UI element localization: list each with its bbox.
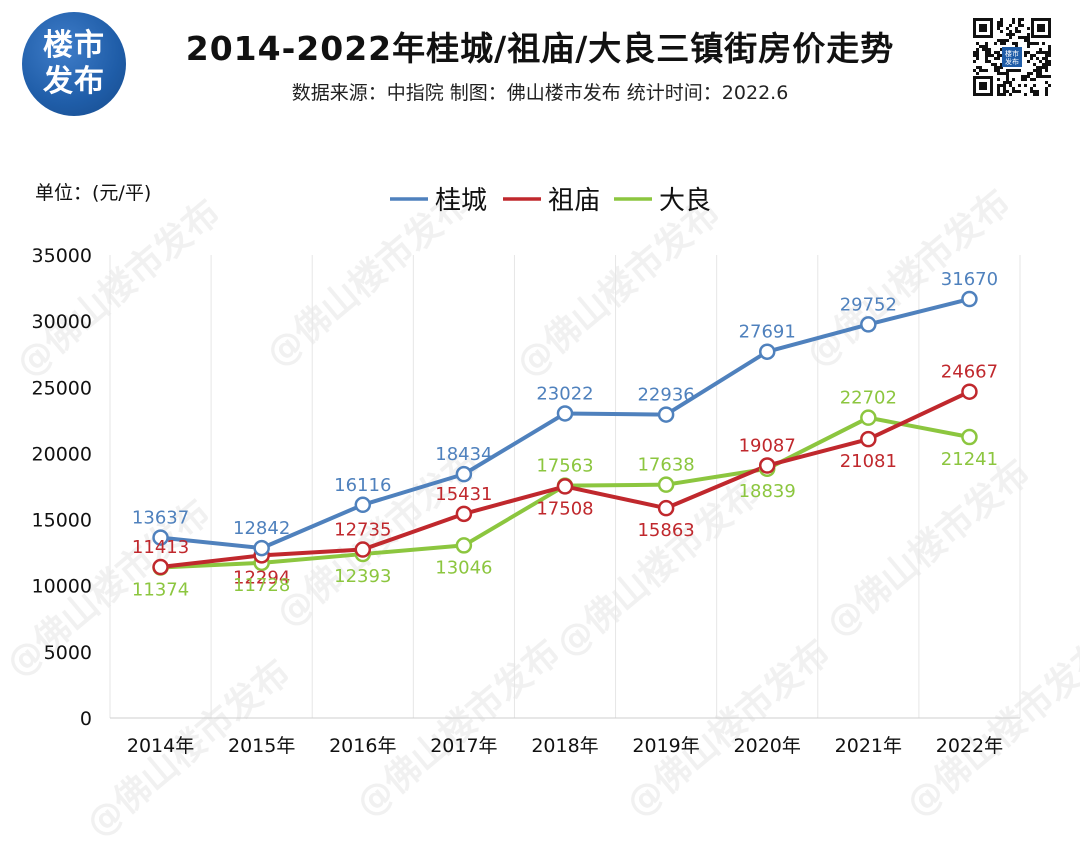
x-tick-label: 2014年 (127, 735, 194, 757)
data-point-祖庙 (758, 457, 776, 474)
x-tick-label: 2019年 (632, 735, 699, 757)
qr-label-2: 发布 (1005, 57, 1019, 66)
data-point-祖庙 (152, 558, 169, 576)
data-point-桂城 (354, 496, 372, 514)
x-tick-label: 2020年 (734, 735, 801, 757)
y-tick-label: 10000 (32, 576, 92, 598)
data-point-大良 (455, 537, 473, 554)
data-label-桂城: 23022 (536, 383, 593, 404)
qr-code-icon: 楼市 发布 (973, 18, 1051, 96)
y-tick-label: 0 (80, 708, 92, 730)
legend-label: 祖庙 (548, 186, 600, 216)
data-point-桂城 (455, 465, 473, 483)
y-tick-label: 30000 (32, 311, 92, 333)
data-label-大良: 12393 (334, 566, 391, 587)
data-point-桂城 (961, 290, 978, 308)
data-point-祖庙 (556, 478, 574, 495)
data-label-大良: 11374 (132, 580, 189, 601)
data-label-大良: 17563 (536, 456, 593, 477)
y-tick-label: 15000 (32, 510, 92, 532)
data-point-桂城 (253, 539, 270, 557)
data-label-桂城: 16116 (334, 475, 391, 496)
data-point-大良 (860, 409, 877, 426)
data-point-桂城 (152, 529, 169, 546)
data-label-祖庙: 15863 (637, 520, 694, 541)
data-label-祖庙: 21081 (840, 451, 897, 472)
data-label-桂城: 27691 (739, 322, 796, 343)
x-tick-label: 2022年 (936, 735, 1003, 757)
data-point-祖庙 (657, 499, 675, 517)
data-point-桂城 (758, 343, 776, 360)
data-point-祖庙 (354, 541, 372, 558)
data-label-桂城: 18434 (435, 444, 492, 465)
logo-line-1: 楼市 (43, 28, 105, 63)
data-point-祖庙 (455, 505, 473, 523)
line-chart: 0 5000 10000 15000 20000 25000 30000 35000 2014年… (32, 186, 1021, 757)
chart-subtitle: 数据来源：中指院 制图：佛山楼市发布 统计时间：2022.6 (291, 82, 789, 104)
data-point-桂城 (860, 316, 877, 333)
data-label-大良: 17638 (637, 455, 694, 476)
data-label-桂城: 13637 (132, 508, 189, 529)
data-label-桂城: 22936 (637, 385, 694, 406)
data-label-桂城: 31670 (941, 269, 998, 290)
chart-title: 2014-2022年桂城/祖庙/大良三镇街房价走势 (185, 29, 895, 68)
legend-label: 大良 (659, 186, 711, 216)
x-tick-label: 2021年 (835, 735, 902, 757)
data-label-祖庙: 17508 (536, 498, 593, 519)
y-tick-label: 20000 (32, 443, 92, 465)
data-point-大良 (657, 476, 675, 493)
y-tick-label: 25000 (32, 377, 92, 399)
data-label-祖庙: 12294 (233, 567, 290, 588)
data-point-大良 (961, 428, 978, 446)
data-label-祖庙: 11413 (132, 537, 189, 558)
data-label-大良: 13046 (435, 557, 492, 578)
data-label-祖庙: 19087 (739, 436, 796, 457)
x-tick-label: 2018年 (531, 735, 598, 757)
data-label-祖庙: 12735 (334, 520, 391, 541)
data-point-桂城 (556, 405, 574, 422)
data-label-桂城: 12842 (233, 518, 290, 539)
brand-logo: 楼市 发布 (22, 12, 126, 116)
y-axis-unit-label: 单位：(元/平) (35, 182, 152, 204)
x-tick-label: 2015年 (228, 735, 295, 757)
data-point-祖庙 (961, 383, 978, 400)
data-label-大良: 21241 (941, 449, 998, 470)
y-tick-label: 5000 (44, 642, 92, 664)
legend-label: 桂城 (435, 186, 487, 216)
data-label-大良: 22702 (840, 388, 897, 409)
data-label-祖庙: 15431 (435, 484, 492, 505)
data-point-祖庙 (860, 430, 877, 448)
qr-label-1: 楼市 (1005, 49, 1019, 58)
data-label-大良: 11728 (233, 575, 290, 596)
logo-line-2: 发布 (43, 64, 105, 99)
data-label-大良: 18839 (739, 481, 796, 502)
data-label-祖庙: 24667 (941, 362, 998, 383)
x-tick-label: 2016年 (329, 735, 396, 757)
data-label-桂城: 29752 (840, 294, 897, 315)
y-tick-label: 35000 (32, 245, 92, 267)
data-point-桂城 (657, 406, 675, 423)
x-tick-label: 2017年 (430, 735, 497, 757)
